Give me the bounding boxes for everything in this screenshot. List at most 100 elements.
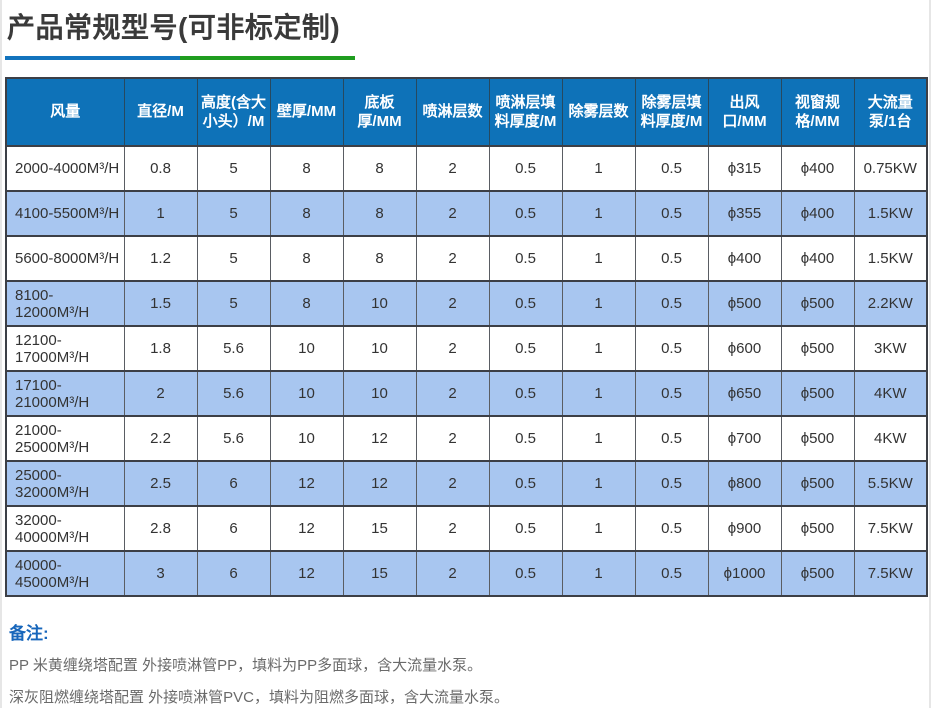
table-cell: 6 bbox=[196, 505, 270, 551]
table-cell: ϕ500 bbox=[707, 280, 781, 326]
column-header: 高度(含大小头）/M bbox=[196, 78, 270, 146]
table-cell: 1.5KW bbox=[853, 190, 927, 236]
table-cell: 1 bbox=[561, 145, 635, 191]
column-header: 出风口/MM bbox=[707, 78, 781, 146]
table-cell: 0.8 bbox=[123, 145, 197, 191]
table-cell: 6 bbox=[196, 550, 270, 596]
table-cell: 32000-40000M³/H bbox=[6, 505, 124, 551]
table-cell: 1.2 bbox=[123, 235, 197, 281]
table-row: 2000-4000M³/H 0.8 5 8 8 2 0.5 1 0.5 ϕ315 ϕ400 0.75K… bbox=[6, 145, 927, 191]
table-cell: 1 bbox=[561, 370, 635, 416]
table-cell: 1 bbox=[561, 550, 635, 596]
table-cell: 0.5 bbox=[488, 370, 562, 416]
table-cell: 5 bbox=[196, 235, 270, 281]
table-cell: ϕ400 bbox=[780, 145, 854, 191]
table-cell: 0.5 bbox=[634, 145, 708, 191]
table-cell: 2 bbox=[415, 145, 489, 191]
table-cell: 12 bbox=[342, 460, 416, 506]
table-cell: 0.5 bbox=[634, 190, 708, 236]
underline-green-segment bbox=[180, 56, 355, 60]
table-cell: 1 bbox=[561, 280, 635, 326]
column-header: 除雾层数 bbox=[561, 78, 635, 146]
table-cell: ϕ400 bbox=[707, 235, 781, 281]
table-cell: ϕ400 bbox=[780, 190, 854, 236]
table-row: 4100-5500M³/H 1 5 8 8 2 0.5 1 0.5 ϕ355 ϕ400 1.5KW bbox=[6, 190, 927, 236]
table-cell: 2.2KW bbox=[853, 280, 927, 326]
table-cell: ϕ700 bbox=[707, 415, 781, 461]
column-header: 喷淋层填料厚度/M bbox=[488, 78, 562, 146]
table-cell: 5 bbox=[196, 145, 270, 191]
table-cell: ϕ1000 bbox=[707, 550, 781, 596]
table-cell: 15 bbox=[342, 505, 416, 551]
table-cell: 8100-12000M³/H bbox=[6, 280, 124, 326]
notes-label: 备注: bbox=[9, 624, 49, 643]
table-cell: 7.5KW bbox=[853, 505, 927, 551]
table-cell: 7.5KW bbox=[853, 550, 927, 596]
table-row: 32000-40000M³/H 2.8 6 12 15 2 0.5 1 0.5 ϕ900 ϕ500 7… bbox=[6, 505, 927, 551]
table-cell: 4KW bbox=[853, 370, 927, 416]
table-cell: 1 bbox=[123, 190, 197, 236]
table-cell: 5600-8000M³/H bbox=[6, 235, 124, 281]
table-row: 40000-45000M³/H 3 6 12 15 2 0.5 1 0.5 ϕ1000 ϕ500 7.… bbox=[6, 550, 927, 596]
table-cell: 0.5 bbox=[488, 145, 562, 191]
table-row: 5600-8000M³/H 1.2 5 8 8 2 0.5 1 0.5 ϕ400 ϕ400 1.5KW bbox=[6, 235, 927, 281]
table-cell: ϕ900 bbox=[707, 505, 781, 551]
table-cell: ϕ355 bbox=[707, 190, 781, 236]
table-cell: 0.5 bbox=[488, 235, 562, 281]
underline-blue-segment bbox=[5, 56, 180, 60]
table-cell: 12100-17000M³/H bbox=[6, 325, 124, 371]
table-cell: 12 bbox=[342, 415, 416, 461]
table-cell: 0.5 bbox=[634, 460, 708, 506]
table-cell: 2 bbox=[415, 505, 489, 551]
table-cell: 17100-21000M³/H bbox=[6, 370, 124, 416]
column-header: 风量 bbox=[6, 78, 124, 146]
table-header: 风量 直径/M 高度(含大小头）/M 壁厚/MM 底板厚/MM 喷淋层数 喷淋层填料厚度/M… bbox=[6, 78, 927, 146]
table-cell: 0.5 bbox=[488, 325, 562, 371]
table-cell: 1 bbox=[561, 325, 635, 371]
title-underline bbox=[5, 56, 355, 60]
table-cell: 4100-5500M³/H bbox=[6, 190, 124, 236]
column-header: 底板厚/MM bbox=[342, 78, 416, 146]
table-cell: 1 bbox=[561, 235, 635, 281]
table-cell: ϕ500 bbox=[780, 505, 854, 551]
table-cell: 8 bbox=[269, 190, 343, 236]
table-cell: 2 bbox=[123, 370, 197, 416]
table-cell: 1.5 bbox=[123, 280, 197, 326]
table-cell: 1 bbox=[561, 505, 635, 551]
table-cell: 2 bbox=[415, 190, 489, 236]
table-cell: 40000-45000M³/H bbox=[6, 550, 124, 596]
table-cell: 5.5KW bbox=[853, 460, 927, 506]
table-cell: 0.5 bbox=[634, 235, 708, 281]
table-cell: 12 bbox=[269, 460, 343, 506]
table-cell: 12 bbox=[269, 550, 343, 596]
notes-section: 备注: PP 米黄缠绕塔配置 外接喷淋管PP，填料为PP多面球，含大流量水泵。 … bbox=[5, 619, 926, 708]
column-header: 喷淋层数 bbox=[415, 78, 489, 146]
table-cell: 2 bbox=[415, 325, 489, 371]
table-cell: 6 bbox=[196, 460, 270, 506]
table-cell: 1 bbox=[561, 190, 635, 236]
table-cell: 15 bbox=[342, 550, 416, 596]
table-cell: 0.5 bbox=[634, 325, 708, 371]
table-cell: ϕ315 bbox=[707, 145, 781, 191]
table-cell: 10 bbox=[269, 415, 343, 461]
table-cell: ϕ500 bbox=[780, 370, 854, 416]
table-cell: 8 bbox=[269, 235, 343, 281]
table-cell: 5.6 bbox=[196, 325, 270, 371]
table-cell: ϕ650 bbox=[707, 370, 781, 416]
table-cell: ϕ500 bbox=[780, 280, 854, 326]
table-cell: ϕ500 bbox=[780, 325, 854, 371]
note-line-1: PP 米黄缠绕塔配置 外接喷淋管PP，填料为PP多面球，含大流量水泵。 bbox=[9, 657, 483, 674]
table-cell: 0.5 bbox=[488, 190, 562, 236]
table-cell: 5.6 bbox=[196, 370, 270, 416]
table-cell: 10 bbox=[342, 280, 416, 326]
table-cell: 8 bbox=[342, 190, 416, 236]
table-cell: 0.5 bbox=[488, 460, 562, 506]
table-cell: 1 bbox=[561, 460, 635, 506]
table-cell: 8 bbox=[269, 280, 343, 326]
page-title: 产品常规型号(可非标定制) bbox=[7, 12, 341, 43]
table-cell: 10 bbox=[342, 325, 416, 371]
table-cell: 2.5 bbox=[123, 460, 197, 506]
table-cell: 8 bbox=[342, 145, 416, 191]
table-cell: 1.8 bbox=[123, 325, 197, 371]
table-cell: 0.75KW bbox=[853, 145, 927, 191]
